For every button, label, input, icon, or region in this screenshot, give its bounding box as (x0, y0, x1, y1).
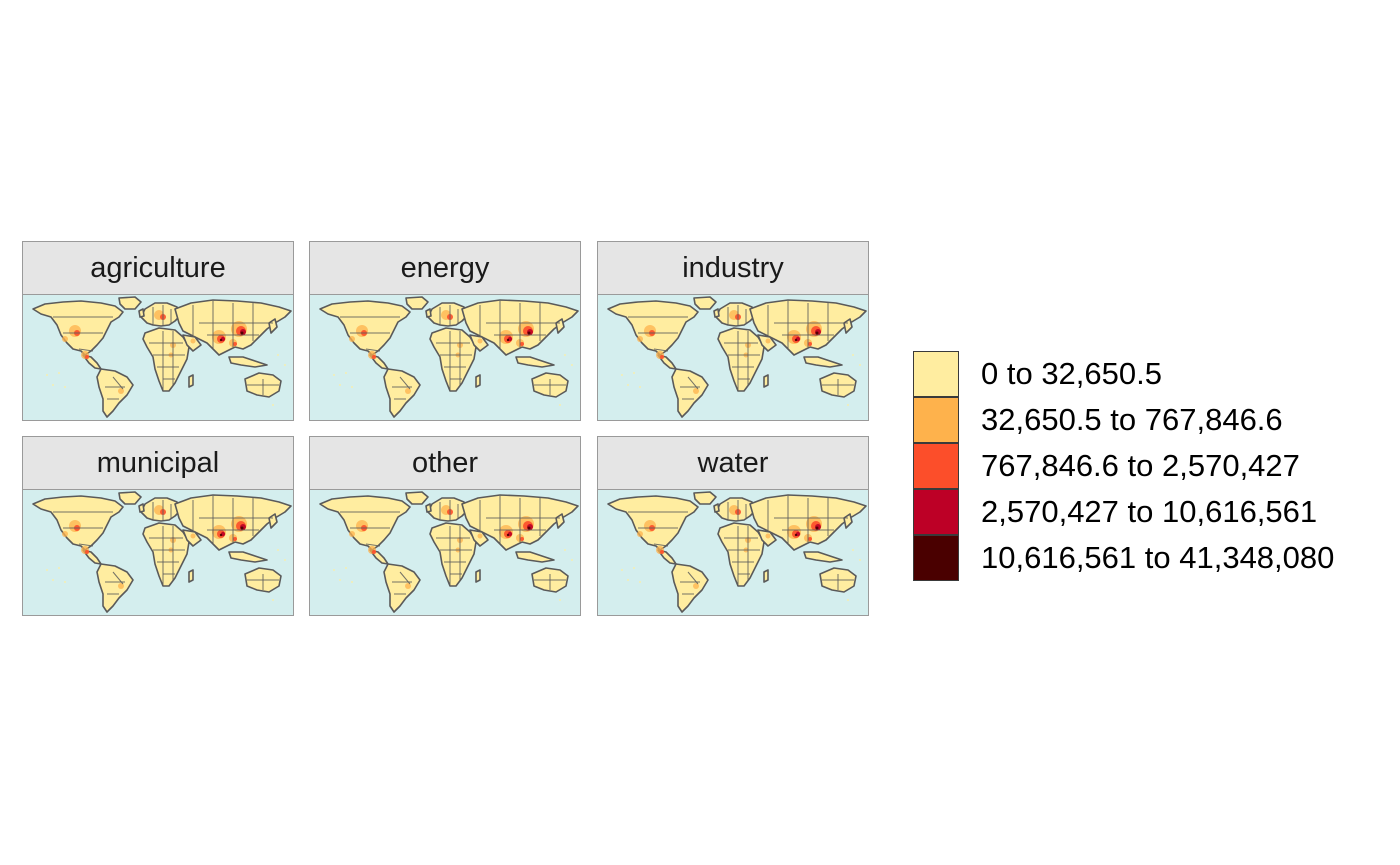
world-map (598, 490, 868, 615)
legend-label: 0 to 32,650.5 (981, 356, 1162, 391)
panel-title: energy (310, 242, 580, 295)
map-panel-water: water (597, 436, 869, 616)
panel-title: water (598, 437, 868, 490)
legend-swatch (913, 351, 959, 397)
legend-item: 10,616,561 to 41,348,080 (913, 534, 1335, 581)
legend-label: 32,650.5 to 767,846.6 (981, 402, 1283, 437)
legend-swatch (913, 442, 959, 489)
legend-swatch (913, 396, 959, 443)
legend: 0 to 32,650.5 32,650.5 to 767,846.6 767,… (913, 351, 1334, 581)
world-map (598, 295, 868, 420)
legend-label: 2,570,427 to 10,616,561 (981, 494, 1318, 529)
legend-item: 767,846.6 to 2,570,427 (913, 442, 1334, 489)
panel-title: other (310, 437, 580, 490)
world-map (310, 295, 580, 420)
map-panel-municipal: municipal (22, 436, 294, 616)
panel-title: industry (598, 242, 868, 295)
map-panel-agriculture: agriculture (22, 241, 294, 421)
world-map (23, 295, 293, 420)
legend-swatch (913, 534, 959, 581)
panel-title: agriculture (23, 242, 293, 295)
legend-label: 10,616,561 to 41,348,080 (981, 540, 1335, 575)
legend-item: 2,570,427 to 10,616,561 (913, 488, 1334, 535)
world-map (23, 490, 293, 615)
panel-title: municipal (23, 437, 293, 490)
legend-item: 32,650.5 to 767,846.6 (913, 396, 1334, 443)
legend-label: 767,846.6 to 2,570,427 (981, 448, 1300, 483)
map-panel-energy: energy (309, 241, 581, 421)
world-map (310, 490, 580, 615)
legend-item: 0 to 32,650.5 (913, 351, 1334, 397)
map-panel-industry: industry (597, 241, 869, 421)
map-panel-other: other (309, 436, 581, 616)
legend-swatch (913, 488, 959, 535)
